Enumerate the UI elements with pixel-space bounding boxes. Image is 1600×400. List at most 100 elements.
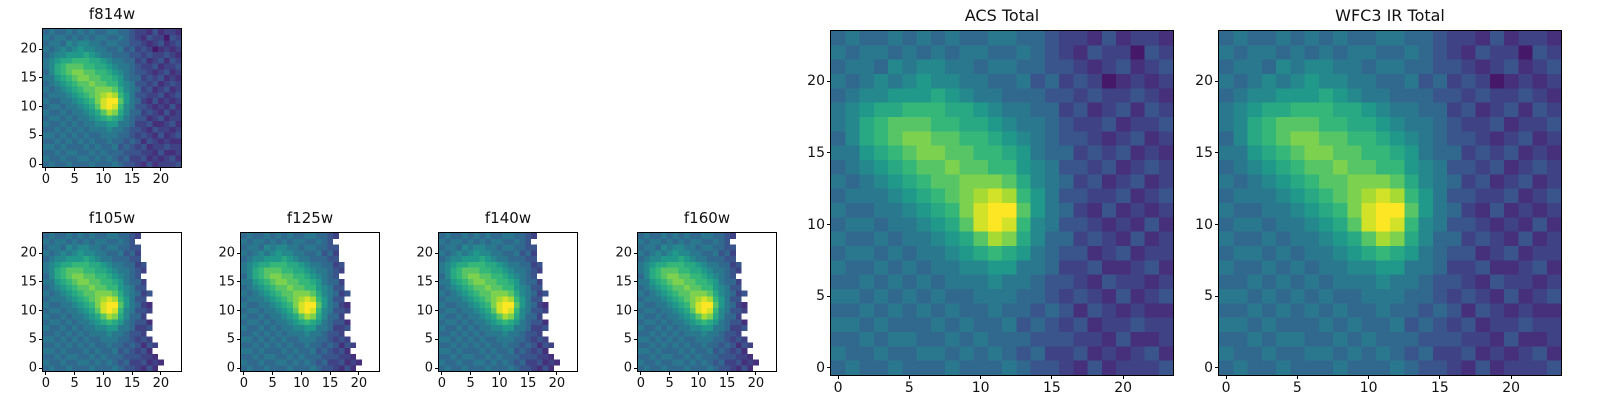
tick-label: 0	[636, 376, 646, 391]
tick-mark	[39, 48, 43, 50]
tick-label: 10	[491, 376, 508, 391]
tick-label: 10	[20, 303, 37, 319]
tick-label: 0	[41, 172, 51, 187]
tick-mark	[435, 367, 439, 369]
tick-label: 10	[293, 376, 310, 391]
tick-mark	[669, 371, 671, 375]
tick-mark	[39, 281, 43, 283]
tick-label: 0	[41, 376, 51, 391]
tick-label: 20	[416, 245, 433, 261]
tick-mark	[74, 371, 76, 375]
tick-mark	[1510, 375, 1512, 379]
tick-mark	[160, 167, 162, 171]
tick-mark	[39, 367, 43, 369]
tick-mark	[300, 371, 302, 375]
heatmap-f814w: 0 5 10 15 20 0 5 10 15 20	[20, 28, 182, 187]
tick-mark	[1439, 375, 1441, 379]
tick-mark	[237, 367, 241, 369]
tick-mark	[39, 310, 43, 312]
tick-mark	[1368, 375, 1370, 379]
panel-f814w: f814w 0 5 10 15 20 0 5 10 15 20	[20, 4, 182, 187]
tick-mark	[160, 371, 162, 375]
panel-title: ACS Total	[964, 6, 1040, 25]
tick-mark	[1215, 224, 1219, 225]
tick-mark	[1215, 80, 1219, 82]
tick-mark	[827, 367, 831, 369]
tick-mark	[435, 338, 439, 340]
tick-mark	[435, 252, 439, 254]
heatmap-wfc3-ir-total: 0 5 10 15 20 0 5 10 15 20	[1195, 30, 1562, 396]
heatmap-image	[831, 31, 1173, 375]
tick-label: 5	[1292, 380, 1302, 396]
tick-mark	[272, 371, 274, 375]
tick-label: 15	[321, 376, 339, 391]
heatmap-image	[638, 233, 776, 371]
tick-mark	[498, 371, 500, 375]
tick-label: 15	[416, 274, 433, 290]
tick-mark	[358, 371, 360, 375]
heatmap-image	[439, 233, 577, 371]
tick-mark	[980, 375, 982, 379]
tick-label: 20	[20, 245, 37, 261]
tick-mark	[237, 281, 241, 283]
tick-label: 15	[519, 376, 537, 391]
panel-acs-total: ACS Total 0 5 10 15 20 0 5 10 15 20	[807, 6, 1174, 396]
tick-label: 20	[1502, 380, 1521, 396]
tick-mark	[827, 224, 831, 225]
tick-label: 20	[807, 73, 825, 90]
tick-label: 10	[20, 99, 37, 115]
tick-label: 0	[833, 380, 843, 396]
tick-label: 20	[747, 376, 765, 391]
panel-title: f814w	[88, 5, 136, 23]
tick-label: 15	[1042, 380, 1061, 396]
tick-label: 0	[1221, 380, 1231, 396]
tick-mark	[237, 310, 241, 312]
tick-mark	[131, 167, 133, 171]
heatmap-acs-total: 0 5 10 15 20 0 5 10 15 20	[807, 30, 1174, 396]
tick-label: 5	[1204, 288, 1213, 305]
tick-mark	[39, 163, 43, 165]
panel-title: WFC3 IR Total	[1335, 6, 1445, 25]
tick-label: 20	[218, 245, 235, 261]
tick-mark	[634, 252, 638, 254]
heatmap-image	[43, 233, 181, 371]
tick-mark	[827, 80, 831, 82]
tick-label: 5	[816, 288, 825, 305]
panel-title: f140w	[484, 209, 532, 227]
heatmap-image	[241, 233, 379, 371]
tick-mark	[39, 106, 43, 108]
tick-mark	[1122, 375, 1124, 379]
tick-label: 10	[95, 376, 112, 391]
panel-f140w: f140w 0 5 10 15 20 0 5 10 15 20	[416, 208, 578, 391]
heatmap-f160w: 0 5 10 15 20 0 5 10 15 20	[615, 232, 777, 391]
tick-label: 20	[152, 172, 170, 187]
tick-label: 15	[718, 376, 736, 391]
tick-label: 10	[95, 172, 112, 187]
tick-mark	[1215, 295, 1219, 297]
tick-label: 15	[615, 274, 632, 290]
tick-mark	[39, 252, 43, 254]
tick-label: 5	[70, 376, 79, 391]
tick-label: 0	[28, 360, 37, 376]
tick-mark	[640, 371, 642, 375]
tick-label: 15	[20, 274, 37, 290]
tick-label: 5	[665, 376, 674, 391]
tick-label: 20	[20, 41, 37, 57]
tick-mark	[39, 134, 43, 136]
tick-mark	[237, 252, 241, 254]
tick-label: 20	[548, 376, 566, 391]
tick-label: 10	[615, 303, 632, 319]
tick-label: 5	[466, 376, 475, 391]
tick-label: 10	[1195, 216, 1213, 233]
tick-label: 5	[623, 331, 632, 347]
tick-label: 5	[70, 172, 79, 187]
panel-title: f105w	[88, 209, 136, 227]
tick-label: 0	[28, 156, 37, 172]
tick-label: 10	[1359, 380, 1378, 396]
tick-mark	[837, 375, 839, 379]
tick-mark	[45, 167, 47, 171]
panel-f105w: f105w 0 5 10 15 20 0 5 10 15 20	[20, 208, 182, 391]
tick-mark	[39, 77, 43, 79]
heatmap-image	[1219, 31, 1561, 375]
tick-mark	[74, 167, 76, 171]
